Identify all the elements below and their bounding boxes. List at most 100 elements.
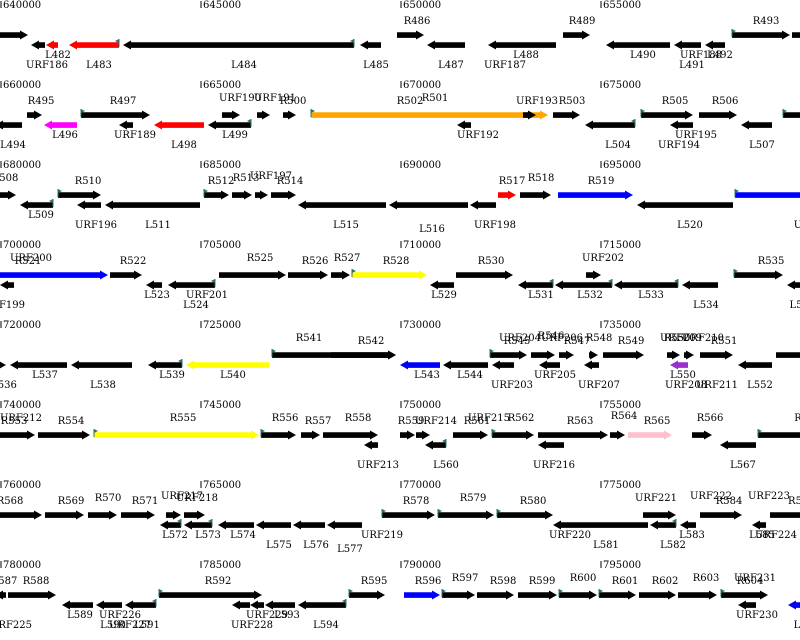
gene-label: R604 xyxy=(737,576,764,587)
orf-label: U xyxy=(794,220,800,231)
gene-arrow xyxy=(678,590,717,600)
promoter-flag xyxy=(247,119,251,123)
gene-arrow xyxy=(670,120,693,130)
genome-row: 640000 645000 650000 655000 L482 L483 L484 L485… xyxy=(0,0,800,71)
gene-label: L490 xyxy=(630,50,656,61)
gene-label: L485 xyxy=(363,60,389,71)
gene-arrow xyxy=(208,120,251,130)
gene-arrow xyxy=(8,590,56,600)
gene-label: R5 xyxy=(788,496,800,507)
promoter-flag xyxy=(549,279,553,283)
gene-label: L544 xyxy=(457,370,483,381)
gene-label: R570 xyxy=(95,493,122,504)
gene-arrow xyxy=(438,510,494,520)
gene-arrow xyxy=(682,280,718,290)
gene-label: L534 xyxy=(693,300,719,311)
gene-label: R xyxy=(794,413,800,424)
gene-label: R513 xyxy=(233,173,260,184)
promoter-flag xyxy=(159,589,163,593)
orf-label: URF189 xyxy=(114,130,156,141)
gene-arrow xyxy=(637,200,733,210)
orf-label: URF228 xyxy=(231,620,273,631)
gene-arrow xyxy=(776,350,800,360)
gene-label: L523 xyxy=(144,290,170,301)
gene-label: R599 xyxy=(529,576,556,587)
gene-label: R595 xyxy=(361,576,388,587)
gene-label: L567 xyxy=(730,460,756,471)
orf-label: URF224 xyxy=(755,530,797,541)
gene-label: L491 xyxy=(679,60,705,71)
gene-label: R554 xyxy=(58,416,85,427)
gene-label: R557 xyxy=(305,416,332,427)
gene-label: L539 xyxy=(159,370,185,381)
orf-label: URF207 xyxy=(578,380,620,391)
promoter-flag xyxy=(735,189,739,193)
orf-label: URF220 xyxy=(549,530,591,541)
promoter-flag xyxy=(261,429,265,433)
gene-arrow xyxy=(606,40,670,50)
coordinate-label: 790000 xyxy=(403,560,441,571)
gene-arrow xyxy=(559,350,574,360)
gene-label: L533 xyxy=(638,290,664,301)
coordinate-label: 700000 xyxy=(3,240,41,251)
gene-arrow xyxy=(700,510,742,520)
gene-arrow xyxy=(69,40,119,50)
gene-label: R545 xyxy=(504,336,531,347)
coordinate-label: 685000 xyxy=(203,160,241,171)
gene-label: R598 xyxy=(490,576,517,587)
orf-label: URF193 xyxy=(516,96,558,107)
gene-label: R584 xyxy=(716,496,743,507)
gene-arrow xyxy=(538,430,608,440)
gene-arrow xyxy=(641,110,693,120)
gene-arrow xyxy=(349,590,385,600)
orf-label: URF197 xyxy=(250,171,292,182)
orf-label: URF211 xyxy=(696,380,738,391)
orf-label: URF191 xyxy=(254,93,296,104)
gene-label: R527 xyxy=(334,253,361,264)
coordinate-label: 675000 xyxy=(603,80,641,91)
gene-label: R525 xyxy=(247,253,274,264)
gene-arrow xyxy=(219,270,286,280)
gene-label: R519 xyxy=(588,176,615,187)
gene-arrow xyxy=(45,510,84,520)
gene-label: R510 xyxy=(75,176,102,187)
gene-arrow xyxy=(404,590,440,600)
promoter-flag xyxy=(178,359,182,363)
gene-arrow xyxy=(0,280,14,290)
gene-label: R506 xyxy=(712,96,739,107)
orf-label: URF221 xyxy=(635,493,677,504)
gene-label: L492 xyxy=(707,50,733,61)
gene-arrow xyxy=(38,430,90,440)
gene-arrow xyxy=(0,120,22,130)
gene-label: R541 xyxy=(296,333,323,344)
gene-label: L589 xyxy=(67,610,93,621)
gene-label: L540 xyxy=(220,370,246,381)
gene-label: R568 xyxy=(0,496,23,507)
gene-arrow xyxy=(323,430,378,440)
gene-label: L488 xyxy=(513,50,539,61)
promoter-flag xyxy=(497,509,501,513)
gene-label: R587 xyxy=(0,576,17,587)
gene-arrow xyxy=(232,190,252,200)
gene-arrow xyxy=(218,520,254,530)
gene-label: L536 xyxy=(0,380,17,391)
gene-arrow xyxy=(77,200,101,210)
gene-label: L550 xyxy=(670,370,696,381)
orf-label: R501 xyxy=(422,93,449,104)
coordinate-label: 725000 xyxy=(203,320,241,331)
gene-arrow xyxy=(553,110,580,120)
orf-label: URF229 xyxy=(246,610,288,621)
promoter-flag xyxy=(208,519,212,523)
gene-label: L507 xyxy=(749,140,775,151)
gene-arrow xyxy=(186,360,269,370)
gene-label: L552 xyxy=(747,380,773,391)
gene-label: R600 xyxy=(570,573,597,584)
promoter-flag xyxy=(352,269,356,273)
gene-arrow xyxy=(88,510,117,520)
gene-label: L487 xyxy=(438,60,464,71)
orf-label: URF222 xyxy=(690,491,732,502)
gene-label: L574 xyxy=(230,530,256,541)
gene-arrow xyxy=(382,510,435,520)
gene-arrow xyxy=(46,40,58,50)
